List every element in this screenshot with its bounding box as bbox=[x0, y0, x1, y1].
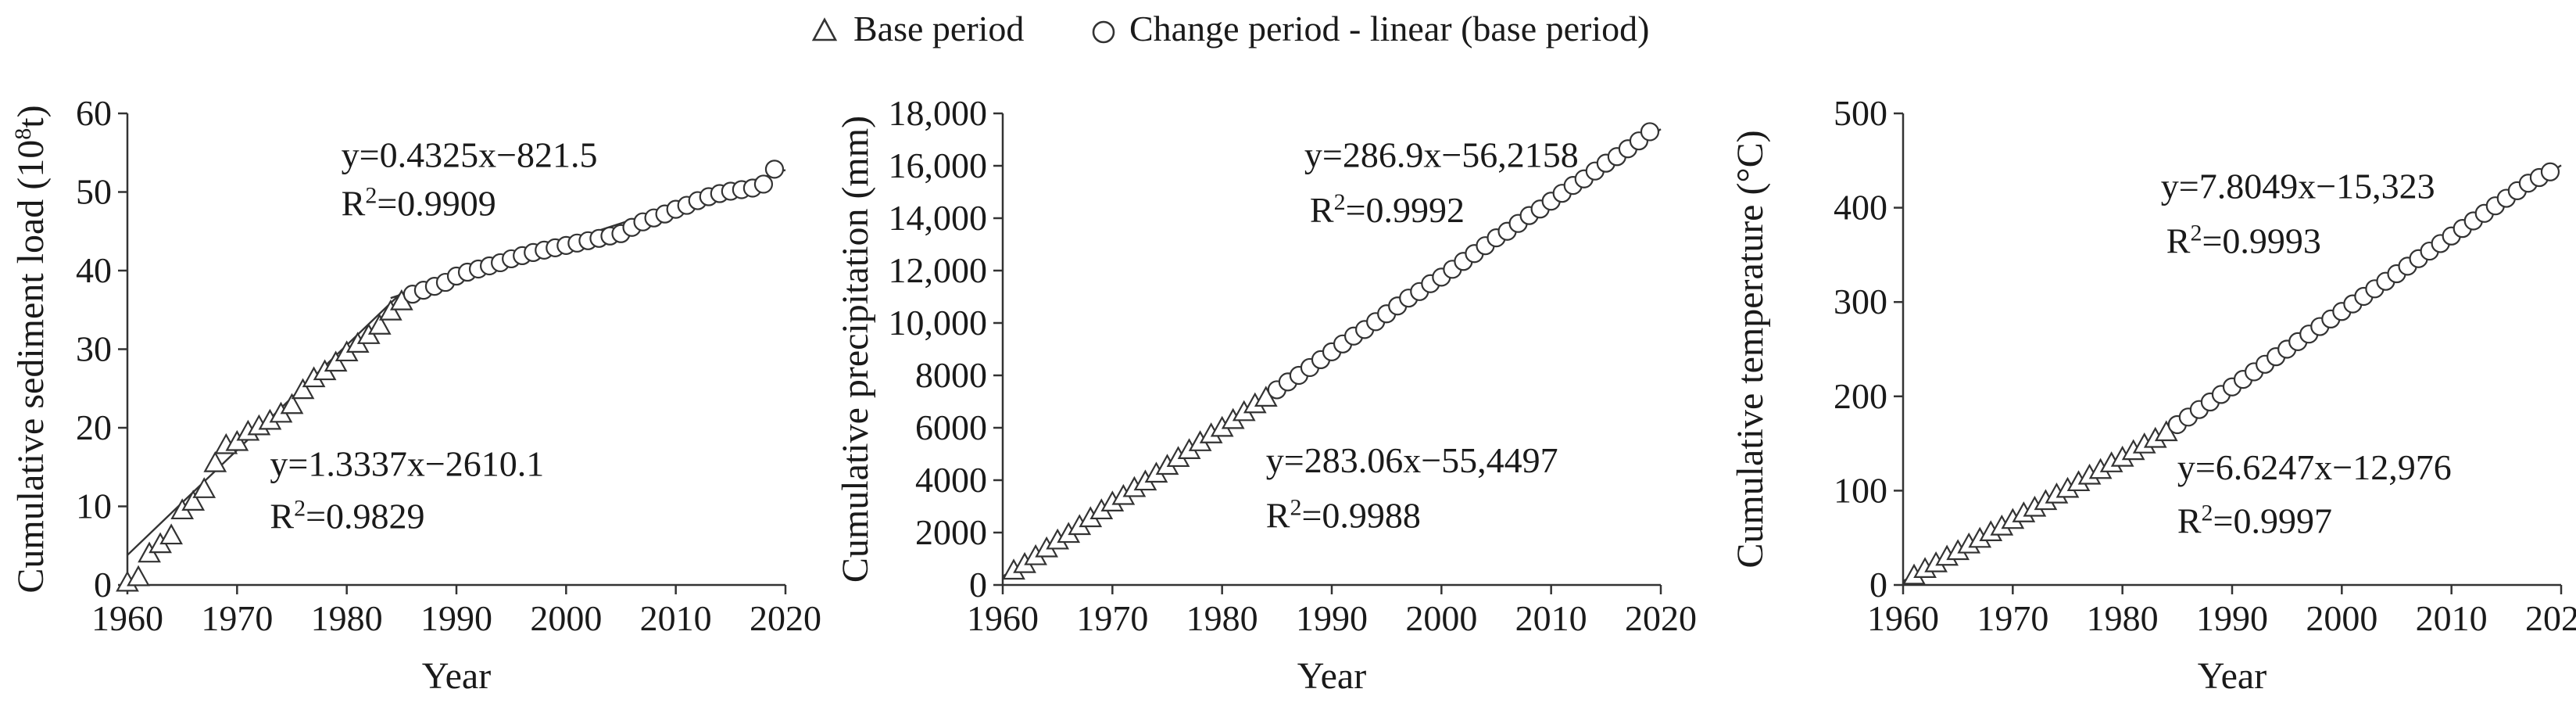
r2-label: R2=0.9993 bbox=[2166, 220, 2321, 261]
base-point bbox=[203, 450, 227, 472]
x-tick-label: 2020 bbox=[2525, 598, 2576, 638]
y-tick-label: 6000 bbox=[915, 407, 987, 447]
y-tick-label: 500 bbox=[1834, 93, 1887, 133]
legend-change: Change period - linear (base period) bbox=[1092, 9, 1649, 48]
x-tick-label: 2020 bbox=[1625, 598, 1697, 638]
base-point bbox=[127, 565, 150, 587]
y-tick-label: 2000 bbox=[915, 512, 987, 552]
base-point bbox=[192, 477, 216, 498]
x-tick-label: 1970 bbox=[201, 598, 273, 638]
y-tick-label: 40 bbox=[76, 250, 112, 290]
x-tick-label: 2010 bbox=[1515, 598, 1587, 638]
y-tick-label: 12,000 bbox=[889, 250, 988, 290]
y-tick-label: 50 bbox=[76, 172, 112, 212]
legend-circle-icon bbox=[1092, 20, 1115, 44]
r2-label: R2=0.9992 bbox=[1310, 189, 1465, 231]
base-point bbox=[378, 299, 402, 321]
base-point bbox=[280, 393, 304, 414]
y-tick-label: 8000 bbox=[915, 355, 987, 395]
change-point bbox=[764, 160, 785, 179]
y-tick-label: 400 bbox=[1834, 188, 1887, 228]
y-tick-label: 18,000 bbox=[889, 93, 988, 133]
r2-label: R2=0.9988 bbox=[1266, 494, 1421, 536]
equation-label: y=283.06x−55,4497 bbox=[1266, 440, 1558, 480]
x-axis-label: Year bbox=[1297, 655, 1366, 697]
equation-label: y=286.9x−56,2158 bbox=[1304, 135, 1579, 175]
base-point bbox=[324, 350, 348, 372]
base-point bbox=[181, 490, 206, 511]
legend-change-label: Change period - linear (base period) bbox=[1129, 9, 1649, 48]
equation-label: y=7.8049x−15,323 bbox=[2161, 167, 2435, 206]
y-tick-label: 16,000 bbox=[889, 145, 988, 185]
y-tick-label: 0 bbox=[94, 565, 112, 605]
x-tick-label: 2000 bbox=[1405, 598, 1477, 638]
equation-label: y=1.3337x−2610.1 bbox=[270, 443, 544, 483]
y-tick-label: 10 bbox=[76, 486, 112, 526]
x-axis-label: Year bbox=[422, 655, 491, 697]
r2-label: R2=0.9829 bbox=[270, 495, 424, 536]
legend-base: Base period bbox=[811, 9, 1024, 48]
x-tick-label: 2010 bbox=[2416, 598, 2488, 638]
equation-label: y=6.6247x−12,976 bbox=[2177, 447, 2452, 487]
r2-label: R2=0.9997 bbox=[2177, 500, 2332, 541]
change-point bbox=[753, 174, 774, 194]
equation-label: y=0.4325x−821.5 bbox=[342, 135, 598, 174]
x-tick-label: 2020 bbox=[750, 598, 821, 638]
x-tick-label: 1970 bbox=[1076, 598, 1148, 638]
base-point bbox=[367, 314, 392, 335]
x-tick-label: 1960 bbox=[91, 598, 163, 638]
y-tick-label: 60 bbox=[76, 93, 112, 133]
y-tick-label: 20 bbox=[76, 407, 112, 447]
x-tick-label: 1960 bbox=[967, 598, 1039, 638]
y-tick-label: 200 bbox=[1834, 376, 1887, 416]
x-axis-label: Year bbox=[2198, 655, 2267, 697]
x-tick-label: 1980 bbox=[1186, 598, 1258, 638]
base-point bbox=[291, 378, 315, 400]
y-tick-label: 100 bbox=[1834, 470, 1887, 510]
x-tick-label: 1990 bbox=[2196, 598, 2268, 638]
y-tick-label: 4000 bbox=[915, 460, 987, 500]
change-point bbox=[2540, 162, 2560, 181]
x-tick-label: 2000 bbox=[530, 598, 602, 638]
y-tick-label: 14,000 bbox=[889, 198, 988, 238]
chart-3: 1960 1970 1980 1990 2000 2010 2020 0 100 200 300 40… bbox=[1730, 93, 2576, 697]
x-tick-label: 1970 bbox=[1977, 598, 2048, 638]
x-tick-label: 1980 bbox=[311, 598, 383, 638]
y-axis-label: Cumulative temperature (°C) bbox=[1730, 130, 1771, 568]
x-tick-label: 2010 bbox=[640, 598, 712, 638]
y-tick-label: 0 bbox=[1869, 565, 1887, 605]
x-tick-label: 1980 bbox=[2087, 598, 2159, 638]
y-tick-label: 10,000 bbox=[889, 303, 988, 343]
y-tick-label: 300 bbox=[1834, 282, 1887, 321]
legend: Base period Change period - linear (base… bbox=[811, 9, 1649, 48]
y-tick-label: 30 bbox=[76, 329, 112, 369]
y-axis-label: Cumulative sediment load (108t) bbox=[10, 105, 52, 593]
r2-label: R2=0.9909 bbox=[342, 182, 496, 224]
legend-base-label: Base period bbox=[853, 9, 1024, 48]
x-tick-label: 1990 bbox=[420, 598, 492, 638]
x-tick-label: 1960 bbox=[1867, 598, 1939, 638]
change-point bbox=[1640, 122, 1660, 142]
chart-1: 1960 1970 1980 1990 2000 2010 2020 0 10 20 30 40 50 6… bbox=[10, 93, 822, 697]
x-tick-label: 1990 bbox=[1296, 598, 1368, 638]
y-tick-label: 0 bbox=[969, 565, 987, 605]
y-axis-label: Cumulative precipitation (mm) bbox=[835, 116, 876, 583]
x-tick-label: 2000 bbox=[2306, 598, 2377, 638]
legend-triangle-icon bbox=[811, 17, 838, 41]
base-point bbox=[225, 429, 249, 451]
chart-2: 1960 1970 1980 1990 2000 2010 2020 0 2000 4000 600… bbox=[835, 93, 1697, 697]
base-point bbox=[159, 523, 184, 545]
